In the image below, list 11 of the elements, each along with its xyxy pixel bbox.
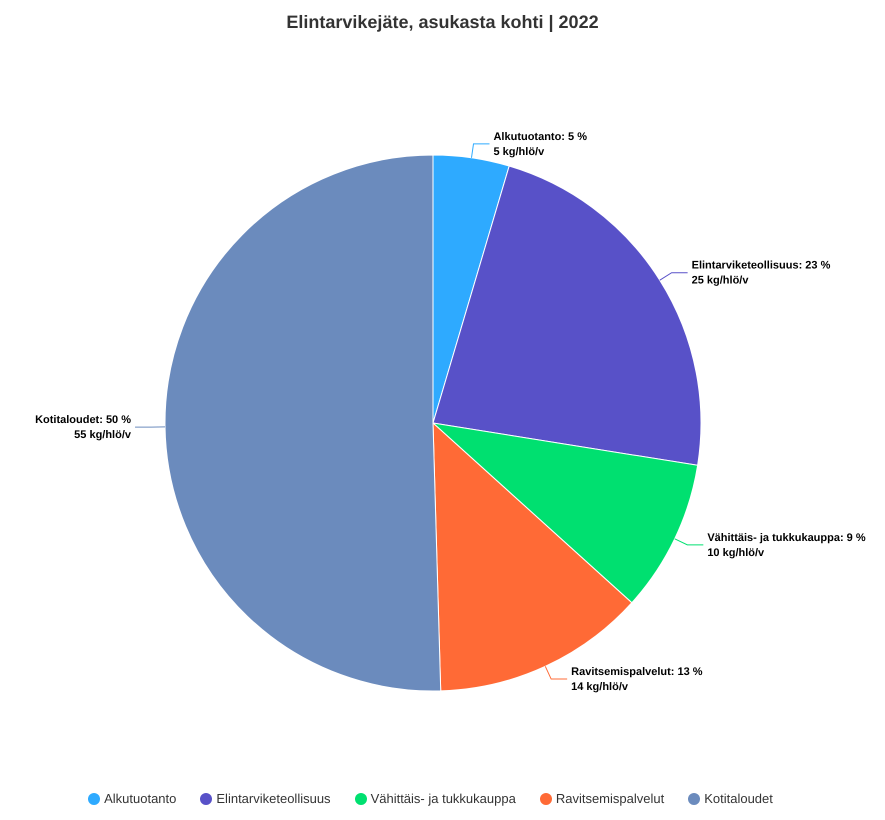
data-label: Ravitsemispalvelut: 13 % 14 kg/hlö/v [571, 666, 703, 694]
data-label: Kotitaloudet: 50 % 55 kg/hlö/v [35, 414, 132, 442]
data-label: Alkutuotanto: 5 % 5 kg/hlö/v [494, 130, 588, 158]
legend-label: Vähittäis- ja tukkukauppa [370, 791, 516, 806]
legend-label: Alkutuotanto [104, 791, 176, 806]
legend-label: Kotitaloudet [704, 791, 773, 806]
data-label: Vähittäis- ja tukkukauppa: 9 % 10 kg/hlö/v [707, 532, 866, 559]
chart-title: Elintarvikejäte, asukasta kohti | 2022 [285, 11, 600, 33]
legend-label: Ravitsemispalvelut [556, 791, 664, 806]
legend-label: Elintarviketeollisuus [216, 791, 331, 806]
data-label: Elintarviketeollisuus: 23 % 25 kg/hlö/v [692, 260, 831, 287]
